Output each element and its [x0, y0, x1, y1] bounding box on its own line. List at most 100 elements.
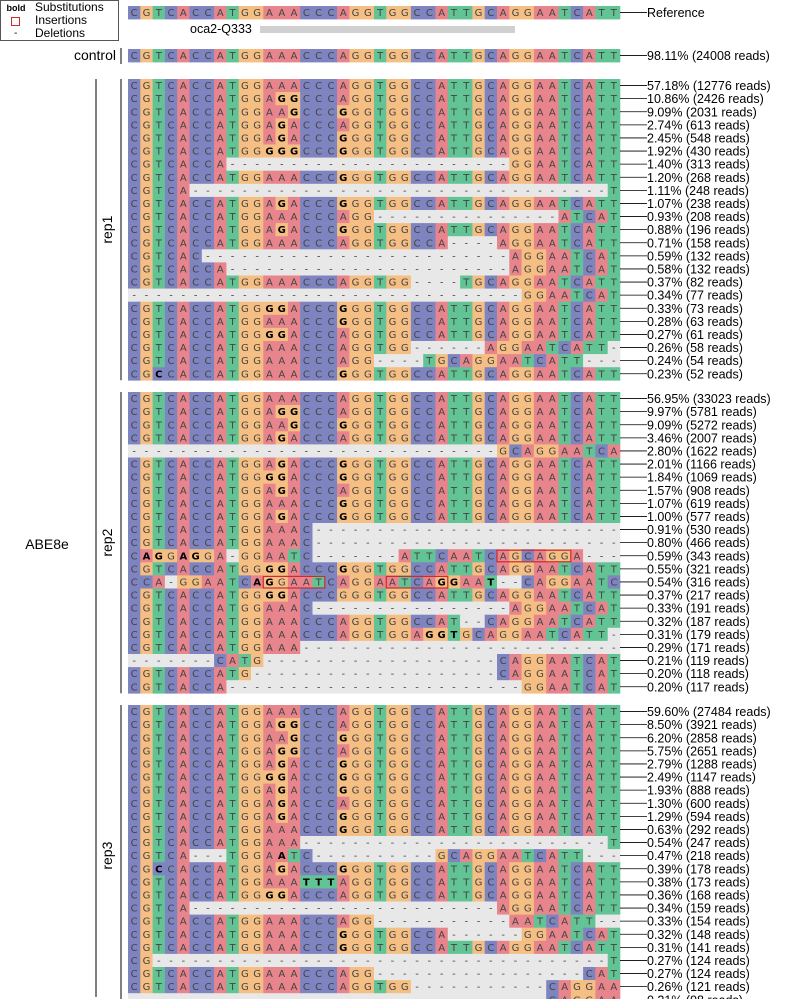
- base-letter: A: [586, 407, 593, 418]
- base-letter: G: [524, 134, 532, 145]
- base-letter: A: [180, 369, 187, 380]
- base-letter: A: [438, 394, 445, 405]
- base-cell: [349, 49, 362, 63]
- base-cell: [324, 49, 338, 63]
- base-letter: -: [292, 656, 296, 667]
- base-letter: T: [228, 147, 236, 158]
- base-letter: A: [217, 199, 224, 210]
- base-letter: A: [217, 407, 224, 418]
- base-letter: T: [597, 330, 605, 341]
- base-letter: A: [586, 120, 593, 131]
- base-cell: [497, 6, 510, 20]
- base-cell: [484, 131, 498, 145]
- base-letter: -: [354, 251, 358, 262]
- base-letter: A: [266, 199, 273, 210]
- base-letter: -: [464, 525, 468, 536]
- base-letter: C: [426, 147, 433, 158]
- base-cell: [460, 131, 473, 145]
- substitution-base: A: [278, 851, 286, 862]
- base-letter: -: [292, 669, 296, 680]
- base-letter: C: [303, 94, 310, 105]
- base-letter: G: [167, 551, 175, 562]
- base-letter: -: [329, 447, 333, 458]
- base-letter: A: [291, 838, 298, 849]
- base-letter: A: [549, 317, 556, 328]
- base-letter: A: [586, 147, 593, 158]
- base-letter: A: [586, 617, 593, 628]
- base-letter: A: [266, 356, 273, 367]
- base-letter: A: [180, 317, 187, 328]
- substitution-base: G: [339, 173, 347, 184]
- base-letter: C: [204, 760, 211, 771]
- base-letter: A: [549, 94, 556, 105]
- base-letter: -: [464, 656, 468, 667]
- base-letter: C: [168, 343, 175, 354]
- base-letter: C: [131, 525, 138, 536]
- base-letter: A: [217, 591, 224, 602]
- base-cell: [324, 118, 338, 132]
- base-letter: G: [241, 134, 249, 145]
- base-letter: A: [549, 564, 556, 575]
- base-cell: [189, 144, 203, 158]
- base-letter: G: [352, 94, 360, 105]
- substitution-base: T: [451, 630, 458, 641]
- base-letter: A: [537, 369, 544, 380]
- base-letter: -: [317, 538, 321, 549]
- base-letter: C: [327, 107, 334, 118]
- base-letter: C: [414, 825, 421, 836]
- base-cell: [509, 6, 522, 20]
- base-letter: -: [477, 656, 481, 667]
- base-letter: C: [414, 94, 421, 105]
- base-letter: C: [327, 199, 334, 210]
- base-letter: T: [376, 420, 384, 431]
- base-letter: G: [389, 51, 397, 62]
- base-letter: -: [600, 525, 604, 536]
- base-letter: -: [292, 291, 296, 302]
- base-letter: C: [168, 225, 175, 236]
- base-letter: A: [340, 720, 347, 731]
- base-letter: C: [573, 760, 580, 771]
- base-letter: -: [255, 186, 259, 197]
- base-letter: -: [280, 656, 284, 667]
- base-letter: C: [573, 707, 580, 718]
- base-letter: -: [415, 278, 419, 289]
- base-letter: T: [561, 173, 569, 184]
- base-letter: C: [168, 746, 175, 757]
- base-letter: A: [586, 225, 593, 236]
- base-letter: T: [573, 851, 581, 862]
- base-letter: C: [131, 538, 138, 549]
- base-letter: -: [612, 630, 616, 641]
- base-letter: A: [586, 107, 593, 118]
- base-letter: A: [549, 591, 556, 602]
- read-percentage: 1.29% (594 reads): [647, 810, 750, 824]
- base-letter: T: [462, 499, 470, 510]
- base-letter: C: [168, 81, 175, 92]
- base-letter: A: [500, 720, 507, 731]
- base-letter: G: [253, 564, 261, 575]
- base-letter: G: [524, 473, 532, 484]
- base-letter: -: [428, 447, 432, 458]
- base-letter: C: [192, 669, 199, 680]
- base-letter: A: [266, 120, 273, 131]
- base-letter: A: [180, 707, 187, 718]
- base-letter: C: [414, 591, 421, 602]
- base-letter: G: [352, 617, 360, 628]
- base-letter: A: [291, 369, 298, 380]
- base-letter: C: [131, 460, 138, 471]
- base-cell: [300, 79, 313, 93]
- base-letter: T: [450, 134, 458, 145]
- base-letter: G: [241, 617, 249, 628]
- base-letter: G: [241, 107, 249, 118]
- base-letter: -: [600, 186, 604, 197]
- base-letter: G: [143, 538, 151, 549]
- base-letter: T: [462, 812, 470, 823]
- base-letter: G: [512, 107, 520, 118]
- base-letter: T: [462, 707, 470, 718]
- base-letter: -: [305, 643, 309, 654]
- base-letter: C: [426, 760, 433, 771]
- substitution-base: G: [339, 147, 347, 158]
- base-letter: G: [143, 407, 151, 418]
- base-letter: G: [143, 81, 151, 92]
- base-letter: T: [376, 825, 384, 836]
- base-letter: T: [155, 538, 163, 549]
